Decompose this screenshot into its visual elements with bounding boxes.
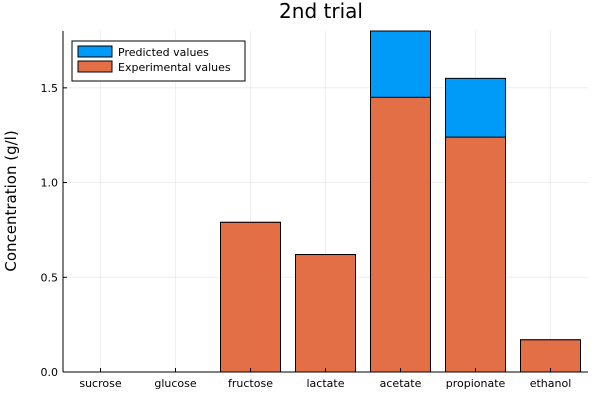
bar-experimental-fructose [220,221,281,373]
bar-experimental-lactate [295,254,356,373]
x-tick-label: acetate [380,377,422,390]
y-tick-label: 1.5 [41,82,59,95]
y-tick-label: 0.5 [41,271,59,284]
bar-experimental-acetate [370,96,431,373]
bar-experimental-propionate [445,136,506,373]
y-tick-label: 0.0 [41,366,59,379]
x-tick-label: glucose [154,377,197,390]
legend-label: Experimental values [118,61,231,74]
x-tick-label: propionate [446,377,506,390]
y-ticks: 0.0 0.5 1.0 1.5 [41,82,67,379]
x-tick-label: ethanol [530,377,572,390]
legend-label: Predicted values [118,46,209,59]
x-tick-label: sucrose [79,377,121,390]
axes [62,31,588,373]
y-tick-label: 1.0 [41,177,59,190]
x-ticks: sucrose glucose fructose lactate acetate prop… [79,368,571,390]
legend-swatch [77,60,113,73]
y-axis-label: Concentration (g/l) [2,130,20,271]
bar-experimental-ethanol [520,339,581,373]
legend-swatch [77,45,113,58]
legend: Predicted values Experimental values [71,40,246,82]
x-tick-label: fructose [228,377,273,390]
chart-title: 2nd trial [279,0,363,23]
bars [220,30,581,373]
x-tick-label: lactate [307,377,345,390]
